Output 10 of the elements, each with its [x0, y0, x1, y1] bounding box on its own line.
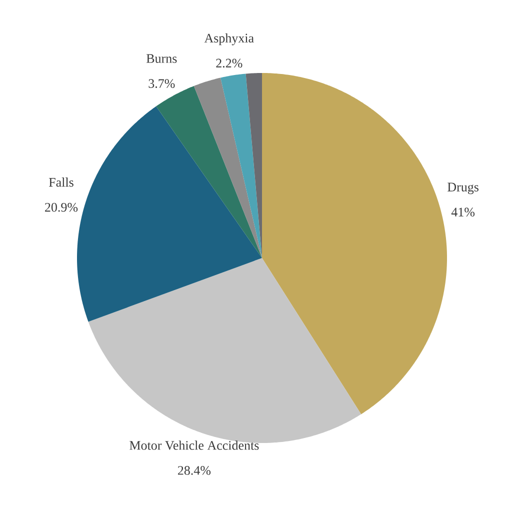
slice-label: Drugs: [448, 182, 478, 194]
slice-label: Motor Vehicle Accidents: [130, 440, 259, 450]
slice-label: Falls: [48, 178, 74, 187]
data-label: 3.7%: [148, 79, 175, 88]
slice-label: Asphyxia: [204, 33, 254, 46]
data-label: 2.2%: [216, 58, 242, 68]
data-label: 41%: [451, 208, 475, 216]
data-label: 20.9%: [45, 202, 78, 212]
slice-label: Burns: [146, 54, 177, 63]
data-label: 28.4%: [178, 466, 211, 475]
